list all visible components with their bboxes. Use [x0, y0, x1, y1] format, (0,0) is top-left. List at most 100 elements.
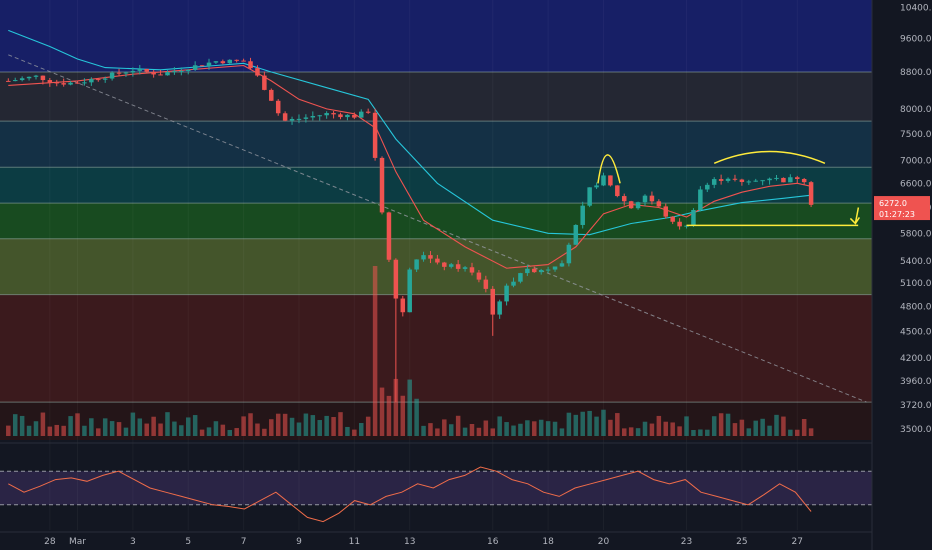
candle-body	[26, 76, 32, 79]
volume-bar	[130, 412, 136, 436]
candle-body	[359, 111, 364, 118]
fibonacci-zones	[0, 0, 872, 440]
volume-bar	[532, 421, 537, 436]
volume-bar	[310, 415, 316, 436]
volume-bar	[393, 378, 399, 436]
candle-body	[788, 177, 793, 183]
volume-bar	[670, 422, 675, 436]
candle-body	[483, 279, 489, 289]
volume-bar	[213, 421, 219, 436]
price-tag-box	[874, 196, 930, 221]
candle-body	[255, 68, 260, 76]
price-tick-label: 4800.00	[900, 303, 932, 313]
volume-bar	[739, 419, 745, 436]
candle-body	[718, 179, 724, 181]
volume-bar	[282, 413, 288, 436]
volume-bar	[795, 429, 800, 436]
price-tick-label: 6600.00	[900, 179, 932, 189]
volume-bar	[428, 423, 433, 436]
candle-body	[234, 59, 239, 61]
candle-body	[220, 61, 226, 64]
candle-body	[248, 61, 253, 69]
candle-body	[421, 255, 426, 260]
volume-bar	[760, 418, 765, 436]
volume-bar	[82, 425, 87, 436]
price-tick-label: 7500.00	[900, 130, 932, 140]
volume-bar	[732, 423, 738, 436]
time-tick-label: 3	[130, 537, 136, 547]
candle-body	[518, 273, 523, 282]
candle-body	[601, 175, 606, 186]
candle-body	[795, 177, 800, 179]
volume-bar	[552, 421, 558, 436]
volume-bar	[691, 429, 696, 436]
volume-bar	[497, 416, 502, 436]
volume-bar	[677, 426, 682, 436]
time-tick-label: 16	[487, 537, 499, 547]
time-tick-label: Mar	[69, 537, 86, 547]
time-tick-label: 25	[736, 537, 747, 547]
volume-bar	[442, 419, 447, 436]
volume-bar	[559, 428, 565, 436]
candle-body	[656, 201, 662, 207]
volume-bar	[89, 418, 94, 436]
time-tick-label: 20	[598, 537, 610, 547]
top-arc-drawing	[713, 150, 826, 165]
time-tick-label: 27	[792, 537, 803, 547]
candle-body	[739, 179, 745, 182]
volume-bar	[649, 423, 655, 436]
volume-bar	[47, 426, 53, 436]
volume-bar	[621, 428, 627, 436]
candle-body	[448, 264, 454, 267]
price-tick-label: 9600.00	[900, 34, 932, 44]
volume-bar	[490, 428, 495, 436]
volume-bar	[12, 414, 18, 436]
fib-zone	[0, 72, 872, 122]
volume-bar	[324, 415, 329, 436]
candle-body	[317, 115, 322, 117]
candle-body	[573, 224, 579, 245]
candle-body	[179, 71, 184, 73]
volume-bar	[144, 423, 149, 436]
volume-bar	[6, 425, 11, 436]
candle-body	[331, 113, 336, 115]
price-axis[interactable]: 10400.00 9600.00 8800.00 8000.00 7500.00 7000…	[871, 0, 932, 550]
rsi-line	[8, 466, 812, 523]
volume-bar	[573, 414, 579, 436]
rsi-panel: 75.0050.0025.000.00	[0, 442, 932, 536]
candle-body	[130, 70, 136, 73]
candle-body	[691, 209, 696, 226]
price-axis-background	[872, 0, 932, 550]
volume-bar	[615, 413, 620, 436]
volume-bar	[248, 413, 253, 436]
time-tick-label: 18	[542, 537, 554, 547]
volume-bar	[365, 416, 371, 436]
volume-bar	[75, 413, 80, 436]
volume-bar	[656, 415, 662, 436]
candle-body	[642, 195, 648, 203]
time-tick-label: 28	[44, 537, 56, 547]
time-axis[interactable]: 28 Mar 3 5 7 9 11 13 16 18 20 23 25 27	[0, 531, 872, 547]
candle-body	[137, 68, 143, 71]
volume-bar	[538, 419, 544, 436]
price-tick-label: 8800.00	[900, 68, 932, 78]
volume-bars	[6, 266, 814, 436]
candle-body	[89, 79, 94, 83]
candle-body	[206, 62, 212, 66]
candle-body	[54, 82, 59, 84]
slow-moving-average	[8, 29, 812, 236]
volume-bar	[476, 427, 482, 436]
volume-bar	[746, 428, 752, 436]
volume-bar	[725, 413, 731, 436]
candle-body	[608, 175, 613, 186]
volume-bar	[109, 421, 115, 436]
candle-body	[462, 267, 468, 269]
time-tick-label: 13	[404, 537, 415, 547]
candle-body	[338, 114, 343, 118]
candle-body	[760, 180, 765, 182]
price-tick-label: 10400.00	[900, 3, 932, 13]
volume-bar	[185, 417, 191, 436]
volume-bar	[435, 428, 440, 436]
volume-bar	[504, 422, 509, 436]
